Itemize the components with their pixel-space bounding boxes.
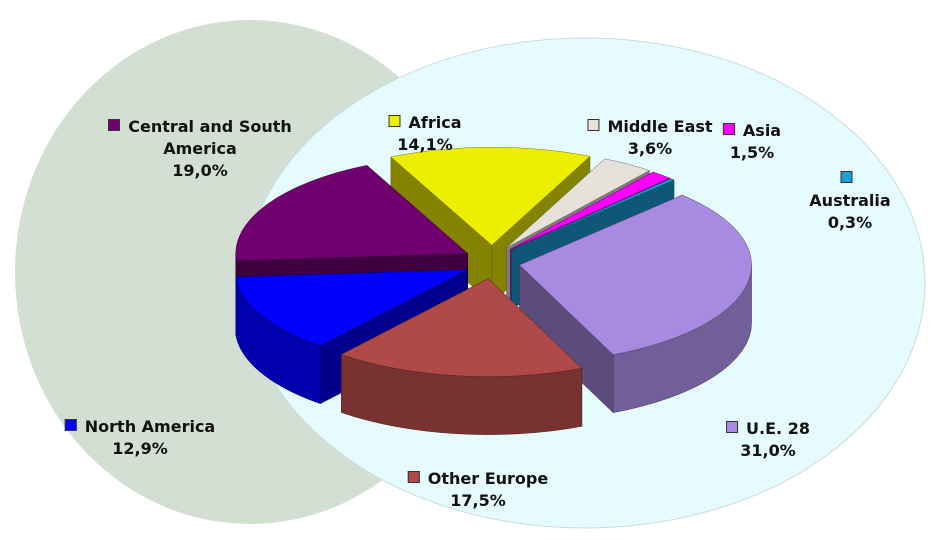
data-label: Australia 0,3% [809,168,892,234]
legend-swatch [587,119,600,131]
label-line: Australia [809,168,892,212]
value-label: 3,6% [627,139,673,158]
category-label: U.E. 28 [746,419,810,438]
category-label: Africa [408,113,462,132]
legend-swatch [64,419,77,431]
data-label: Central and South America 19,0% [100,116,300,182]
value-label: 31,0% [740,441,796,460]
value-label: 1,5% [729,143,775,162]
label-line: Africa [388,112,462,134]
legend-swatch [407,471,420,483]
slice [235,165,469,262]
value-label: 14,1% [397,135,453,154]
slice [235,269,468,346]
label-line: Middle East [587,116,713,138]
category-label: Central and South America [128,117,292,158]
legend-swatch [840,171,852,183]
data-label: Africa 14,1% [388,112,462,156]
legend-swatch [722,123,735,135]
label-line: Asia [722,120,782,142]
category-label: North America [84,417,216,436]
data-label: Asia 1,5% [722,120,782,164]
category-label: Australia [809,191,891,210]
slice [510,171,671,250]
label-line: Other Europe [407,468,549,490]
data-label: Middle East 3,6% [587,116,713,160]
category-label: Asia [742,121,782,140]
value-label: 12,9% [112,439,168,458]
data-label: Other Europe 17,5% [407,468,549,512]
category-label: Other Europe [427,469,549,488]
slice [511,178,675,251]
slice [390,146,591,246]
data-label: North America 12,9% [64,416,216,460]
value-label: 0,3% [827,213,873,232]
data-label: U.E. 28 31,0% [726,418,810,462]
value-label: 19,0% [172,161,228,180]
legend-swatch [726,421,739,433]
label-line: U.E. 28 [726,418,810,440]
slice [506,158,651,248]
slice [519,194,752,355]
category-label: Middle East [607,117,713,136]
legend-swatch [388,115,401,127]
label-line: Central and South America [100,116,300,160]
label-line: North America [64,416,216,438]
value-label: 17,5% [450,491,506,510]
legend-swatch [108,119,121,131]
slice [340,278,583,377]
